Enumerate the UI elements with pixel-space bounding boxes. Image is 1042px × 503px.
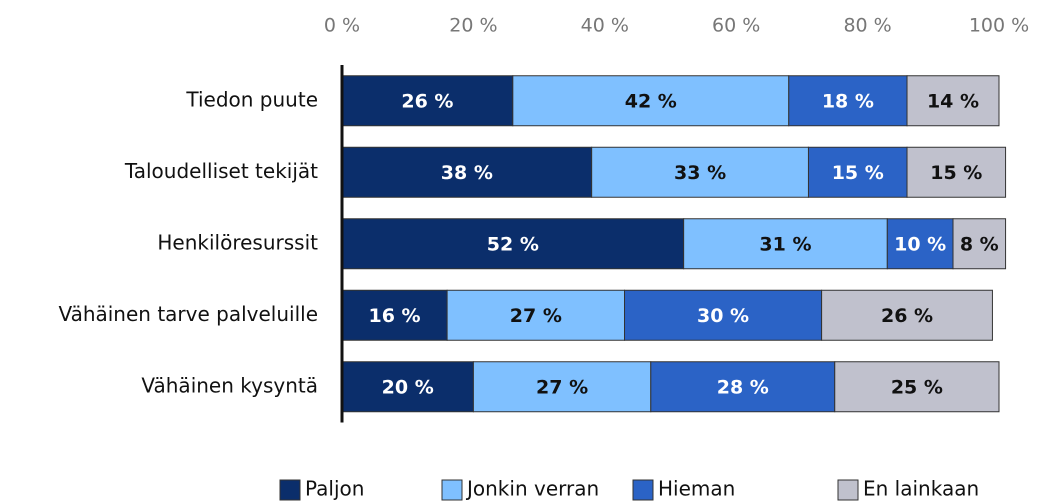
bar-segment	[906, 75, 1000, 127]
bar-segment	[952, 218, 1007, 270]
value-label: 26 %	[401, 90, 453, 112]
bar-segment	[906, 146, 1007, 198]
x-tick-label: 20 %	[449, 15, 497, 37]
legend-label: Paljon	[305, 477, 364, 501]
bar-segment	[591, 146, 809, 198]
value-label: 15 %	[832, 162, 884, 184]
category-label: Vähäinen tarve palveluille	[58, 302, 318, 326]
value-label: 18 %	[822, 90, 874, 112]
value-label: 28 %	[717, 376, 769, 398]
bar-segment	[341, 75, 514, 127]
bar-segment	[834, 361, 1000, 413]
bar-segment	[650, 361, 836, 413]
value-label: 26 %	[881, 305, 933, 327]
value-label: 30 %	[697, 305, 749, 327]
value-label: 8 %	[960, 233, 999, 255]
value-label: 38 %	[441, 162, 493, 184]
x-tick-label: 80 %	[843, 15, 891, 37]
legend-swatch	[441, 479, 463, 501]
value-label: 27 %	[536, 376, 588, 398]
value-label: 31 %	[759, 233, 811, 255]
bar-segment	[821, 289, 993, 341]
bar-segment	[807, 146, 908, 198]
bar-segment	[341, 146, 593, 198]
bar-segment	[788, 75, 908, 127]
value-label: 20 %	[382, 376, 434, 398]
x-tick-label: 100 %	[969, 15, 1029, 37]
legend-label: En lainkaan	[863, 477, 979, 501]
x-tick-label: 60 %	[712, 15, 760, 37]
legend-label: Jonkin verran	[465, 477, 599, 501]
category-label: Tiedon puute	[185, 87, 318, 111]
value-label: 52 %	[487, 233, 539, 255]
x-tick-label: 40 %	[581, 15, 629, 37]
value-label: 33 %	[674, 162, 726, 184]
legend-swatch	[632, 479, 654, 501]
bar-segment	[512, 75, 790, 127]
bar-segment	[446, 289, 626, 341]
value-label: 27 %	[510, 305, 562, 327]
bar-segment	[683, 218, 888, 270]
bar-segment	[341, 289, 448, 341]
category-label: Taloudelliset tekijät	[124, 159, 318, 183]
value-label: 15 %	[930, 162, 982, 184]
legend-swatch	[837, 479, 859, 501]
value-label: 16 %	[369, 305, 421, 327]
category-label: Henkilöresurssit	[157, 230, 318, 254]
value-label: 42 %	[625, 90, 677, 112]
category-label: Vähäinen kysyntä	[141, 373, 318, 397]
legend-swatch	[279, 479, 301, 501]
value-label: 10 %	[894, 233, 946, 255]
value-label: 25 %	[891, 376, 943, 398]
x-tick-label: 0 %	[324, 15, 360, 37]
legend-label: Hieman	[658, 477, 735, 501]
value-label: 14 %	[927, 90, 979, 112]
bar-segment	[472, 361, 652, 413]
